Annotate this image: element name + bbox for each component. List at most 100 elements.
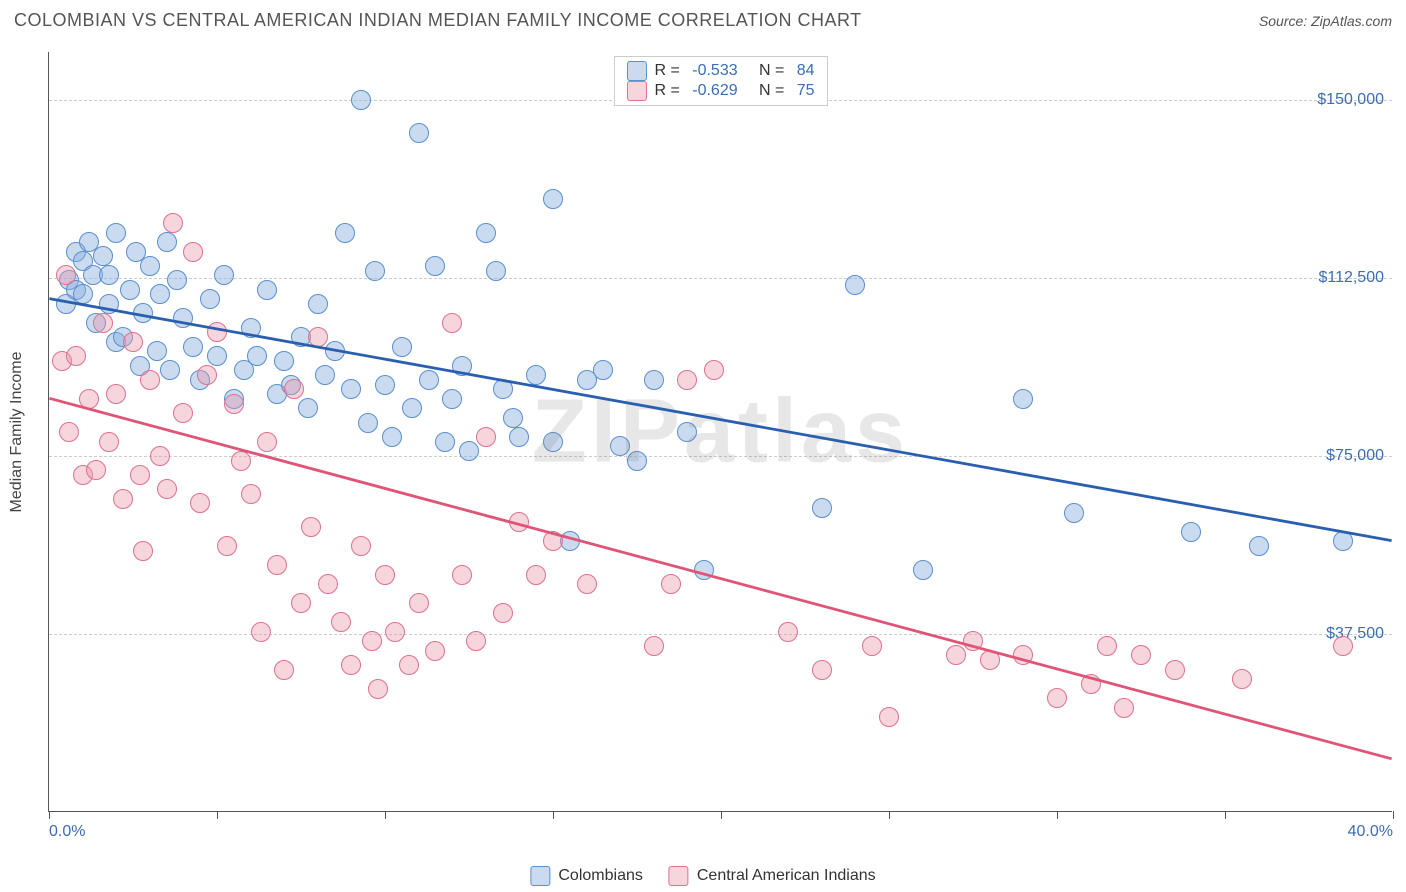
scatter-point-central_american_indians xyxy=(526,565,546,585)
scatter-point-central_american_indians xyxy=(385,622,405,642)
scatter-point-central_american_indians xyxy=(661,574,681,594)
legend-r-label: R = xyxy=(654,82,684,100)
trend-line-central_american_indians xyxy=(49,398,1391,759)
scatter-point-central_american_indians xyxy=(183,242,203,262)
legend-correlation-row: R = -0.533 N = 84 xyxy=(626,61,814,81)
legend-series-item: Colombians xyxy=(530,866,642,886)
scatter-point-colombians xyxy=(402,398,422,418)
scatter-point-colombians xyxy=(1013,389,1033,409)
scatter-point-colombians xyxy=(341,379,361,399)
scatter-point-central_american_indians xyxy=(301,517,321,537)
scatter-point-central_american_indians xyxy=(368,679,388,699)
scatter-point-colombians xyxy=(627,451,647,471)
scatter-point-central_american_indians xyxy=(1232,669,1252,689)
scatter-point-central_american_indians xyxy=(79,389,99,409)
legend-series-item: Central American Indians xyxy=(669,866,876,886)
legend-n-value: 84 xyxy=(797,62,815,80)
scatter-point-colombians xyxy=(315,365,335,385)
scatter-point-colombians xyxy=(298,398,318,418)
scatter-point-central_american_indians xyxy=(133,541,153,561)
scatter-point-central_american_indians xyxy=(173,403,193,423)
legend-r-label: R = xyxy=(654,62,684,80)
scatter-point-central_american_indians xyxy=(284,379,304,399)
xtick xyxy=(217,811,218,819)
scatter-point-central_american_indians xyxy=(157,479,177,499)
xtick xyxy=(1057,811,1058,819)
scatter-point-central_american_indians xyxy=(331,612,351,632)
scatter-point-colombians xyxy=(358,413,378,433)
legend-swatch-colombians xyxy=(530,866,550,886)
scatter-point-colombians xyxy=(644,370,664,390)
scatter-point-colombians xyxy=(241,318,261,338)
scatter-point-colombians xyxy=(365,261,385,281)
xtick xyxy=(1393,811,1394,819)
scatter-point-colombians xyxy=(173,308,193,328)
scatter-point-colombians xyxy=(845,275,865,295)
xtick xyxy=(1225,811,1226,819)
scatter-point-central_american_indians xyxy=(241,484,261,504)
scatter-point-central_american_indians xyxy=(217,536,237,556)
scatter-point-central_american_indians xyxy=(862,636,882,656)
scatter-point-colombians xyxy=(503,408,523,428)
scatter-point-central_american_indians xyxy=(946,645,966,665)
scatter-point-colombians xyxy=(99,294,119,314)
legend-correlation-row: R = -0.629 N = 75 xyxy=(626,81,814,101)
source-label: Source: ZipAtlas.com xyxy=(1259,13,1392,29)
scatter-point-colombians xyxy=(452,356,472,376)
scatter-point-central_american_indians xyxy=(577,574,597,594)
scatter-point-colombians xyxy=(382,427,402,447)
scatter-point-colombians xyxy=(593,360,613,380)
scatter-point-colombians xyxy=(274,351,294,371)
scatter-point-central_american_indians xyxy=(399,655,419,675)
scatter-point-colombians xyxy=(1249,536,1269,556)
ytick-label: $112,500 xyxy=(1318,269,1384,287)
scatter-point-central_american_indians xyxy=(190,493,210,513)
scatter-point-central_american_indians xyxy=(644,636,664,656)
xtick-label-right: 40.0% xyxy=(1348,823,1393,841)
xtick xyxy=(553,811,554,819)
scatter-point-central_american_indians xyxy=(150,446,170,466)
scatter-point-colombians xyxy=(1333,531,1353,551)
scatter-point-central_american_indians xyxy=(452,565,472,585)
legend-r-value: -0.629 xyxy=(692,82,737,100)
scatter-point-central_american_indians xyxy=(409,593,429,613)
scatter-point-central_american_indians xyxy=(466,631,486,651)
scatter-point-colombians xyxy=(335,223,355,243)
xtick xyxy=(49,811,50,819)
scatter-point-colombians xyxy=(207,346,227,366)
scatter-point-colombians xyxy=(509,427,529,447)
scatter-point-central_american_indians xyxy=(963,631,983,651)
scatter-point-colombians xyxy=(150,284,170,304)
scatter-point-colombians xyxy=(157,232,177,252)
ytick-label: $150,000 xyxy=(1317,91,1384,109)
gridline xyxy=(49,456,1392,457)
scatter-point-central_american_indians xyxy=(543,531,563,551)
legend-n-label: N = xyxy=(746,62,789,80)
scatter-point-colombians xyxy=(1181,522,1201,542)
scatter-point-colombians xyxy=(442,389,462,409)
scatter-point-central_american_indians xyxy=(351,536,371,556)
scatter-point-colombians xyxy=(392,337,412,357)
legend-correlation: R = -0.533 N = 84R = -0.629 N = 75 xyxy=(613,56,827,106)
scatter-point-central_american_indians xyxy=(1081,674,1101,694)
legend-r-value: -0.533 xyxy=(692,62,737,80)
scatter-point-central_american_indians xyxy=(341,655,361,675)
scatter-point-colombians xyxy=(214,265,234,285)
scatter-point-central_american_indians xyxy=(86,460,106,480)
scatter-point-central_american_indians xyxy=(1097,636,1117,656)
scatter-point-colombians xyxy=(493,379,513,399)
scatter-point-central_american_indians xyxy=(140,370,160,390)
scatter-point-central_american_indians xyxy=(56,265,76,285)
scatter-point-central_american_indians xyxy=(267,555,287,575)
scatter-point-central_american_indians xyxy=(476,427,496,447)
scatter-point-central_american_indians xyxy=(1114,698,1134,718)
scatter-point-central_american_indians xyxy=(113,489,133,509)
scatter-point-central_american_indians xyxy=(231,451,251,471)
scatter-point-colombians xyxy=(459,441,479,461)
legend-n-label: N = xyxy=(746,82,789,100)
xtick xyxy=(385,811,386,819)
scatter-point-colombians xyxy=(610,436,630,456)
scatter-point-central_american_indians xyxy=(197,365,217,385)
scatter-point-colombians xyxy=(183,337,203,357)
legend-series-label: Central American Indians xyxy=(697,867,876,885)
